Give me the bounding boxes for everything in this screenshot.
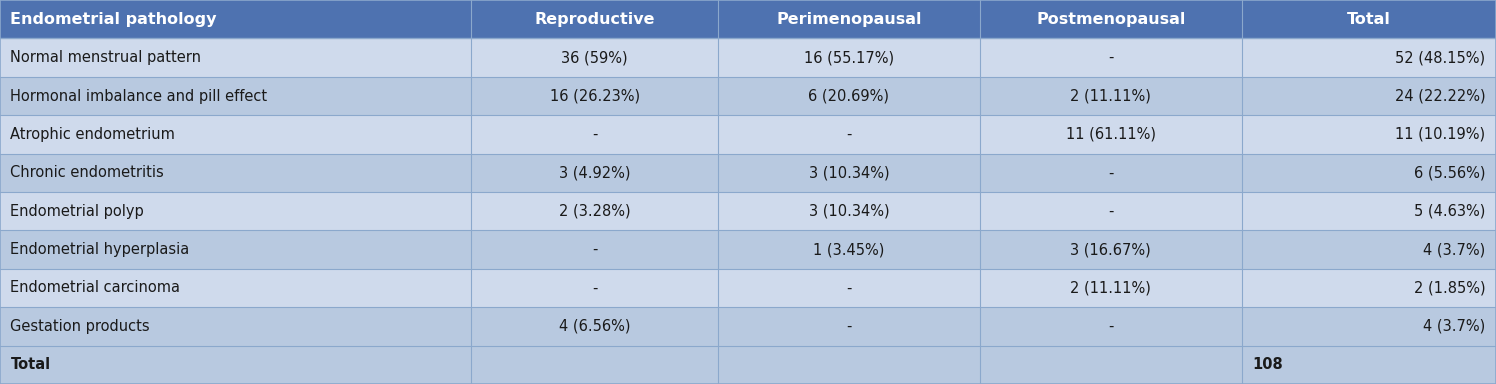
Bar: [0, 307, 471, 346]
Bar: [471, 77, 718, 115]
Bar: [980, 154, 1242, 192]
Text: Total: Total: [1346, 12, 1391, 27]
Bar: [471, 307, 718, 346]
Bar: [980, 346, 1242, 384]
Text: -: -: [592, 280, 597, 296]
Text: -: -: [1109, 50, 1113, 65]
Text: Reproductive: Reproductive: [534, 12, 655, 27]
Bar: [980, 0, 1242, 38]
Text: -: -: [1109, 165, 1113, 180]
Bar: [980, 307, 1242, 346]
Bar: [1242, 38, 1496, 77]
Bar: [980, 269, 1242, 307]
Bar: [1242, 115, 1496, 154]
Text: Endometrial hyperplasia: Endometrial hyperplasia: [10, 242, 190, 257]
Text: Endometrial carcinoma: Endometrial carcinoma: [10, 280, 181, 296]
Text: Total: Total: [10, 357, 51, 372]
Text: 2 (11.11%): 2 (11.11%): [1070, 280, 1152, 296]
Bar: [471, 269, 718, 307]
Text: 11 (61.11%): 11 (61.11%): [1065, 127, 1156, 142]
Text: 52 (48.15%): 52 (48.15%): [1396, 50, 1486, 65]
Text: Postmenopausal: Postmenopausal: [1037, 12, 1185, 27]
Text: Normal menstrual pattern: Normal menstrual pattern: [10, 50, 202, 65]
Text: 3 (16.67%): 3 (16.67%): [1071, 242, 1150, 257]
Text: 11 (10.19%): 11 (10.19%): [1396, 127, 1486, 142]
Bar: [0, 115, 471, 154]
Bar: [1242, 269, 1496, 307]
Bar: [718, 269, 980, 307]
Bar: [471, 115, 718, 154]
Bar: [1242, 230, 1496, 269]
Bar: [471, 346, 718, 384]
Bar: [471, 38, 718, 77]
Bar: [718, 346, 980, 384]
Bar: [471, 0, 718, 38]
Bar: [718, 230, 980, 269]
Text: 6 (5.56%): 6 (5.56%): [1414, 165, 1486, 180]
Text: 6 (20.69%): 6 (20.69%): [808, 88, 890, 104]
Bar: [718, 115, 980, 154]
Text: 24 (22.22%): 24 (22.22%): [1394, 88, 1486, 104]
Text: 16 (26.23%): 16 (26.23%): [549, 88, 640, 104]
Text: 5 (4.63%): 5 (4.63%): [1414, 204, 1486, 219]
Text: Atrophic endometrium: Atrophic endometrium: [10, 127, 175, 142]
Bar: [718, 154, 980, 192]
Bar: [0, 230, 471, 269]
Text: 4 (6.56%): 4 (6.56%): [560, 319, 630, 334]
Text: Hormonal imbalance and pill effect: Hormonal imbalance and pill effect: [10, 88, 268, 104]
Text: 3 (10.34%): 3 (10.34%): [809, 165, 889, 180]
Bar: [980, 38, 1242, 77]
Text: 108: 108: [1252, 357, 1284, 372]
Text: -: -: [1109, 204, 1113, 219]
Bar: [1242, 77, 1496, 115]
Text: 16 (55.17%): 16 (55.17%): [803, 50, 895, 65]
Bar: [0, 0, 471, 38]
Bar: [1242, 192, 1496, 230]
Bar: [980, 115, 1242, 154]
Text: 3 (4.92%): 3 (4.92%): [560, 165, 630, 180]
Bar: [980, 77, 1242, 115]
Text: 2 (1.85%): 2 (1.85%): [1414, 280, 1486, 296]
Text: Endometrial polyp: Endometrial polyp: [10, 204, 144, 219]
Bar: [718, 77, 980, 115]
Bar: [471, 230, 718, 269]
Text: 4 (3.7%): 4 (3.7%): [1423, 242, 1486, 257]
Bar: [1242, 154, 1496, 192]
Text: -: -: [592, 127, 597, 142]
Bar: [0, 346, 471, 384]
Bar: [0, 192, 471, 230]
Bar: [980, 230, 1242, 269]
Text: Endometrial pathology: Endometrial pathology: [10, 12, 217, 27]
Bar: [471, 154, 718, 192]
Bar: [0, 77, 471, 115]
Bar: [0, 38, 471, 77]
Text: 36 (59%): 36 (59%): [561, 50, 628, 65]
Bar: [1242, 0, 1496, 38]
Text: -: -: [592, 242, 597, 257]
Text: -: -: [1109, 319, 1113, 334]
Text: 2 (11.11%): 2 (11.11%): [1070, 88, 1152, 104]
Bar: [718, 307, 980, 346]
Text: Gestation products: Gestation products: [10, 319, 150, 334]
Bar: [718, 0, 980, 38]
Bar: [718, 38, 980, 77]
Bar: [718, 192, 980, 230]
Text: -: -: [847, 319, 851, 334]
Text: -: -: [847, 127, 851, 142]
Bar: [471, 192, 718, 230]
Text: Chronic endometritis: Chronic endometritis: [10, 165, 165, 180]
Bar: [980, 192, 1242, 230]
Bar: [0, 154, 471, 192]
Bar: [0, 269, 471, 307]
Bar: [1242, 307, 1496, 346]
Text: Perimenopausal: Perimenopausal: [776, 12, 922, 27]
Text: 2 (3.28%): 2 (3.28%): [560, 204, 630, 219]
Text: -: -: [847, 280, 851, 296]
Text: 3 (10.34%): 3 (10.34%): [809, 204, 889, 219]
Bar: [1242, 346, 1496, 384]
Text: 1 (3.45%): 1 (3.45%): [814, 242, 884, 257]
Text: 4 (3.7%): 4 (3.7%): [1423, 319, 1486, 334]
